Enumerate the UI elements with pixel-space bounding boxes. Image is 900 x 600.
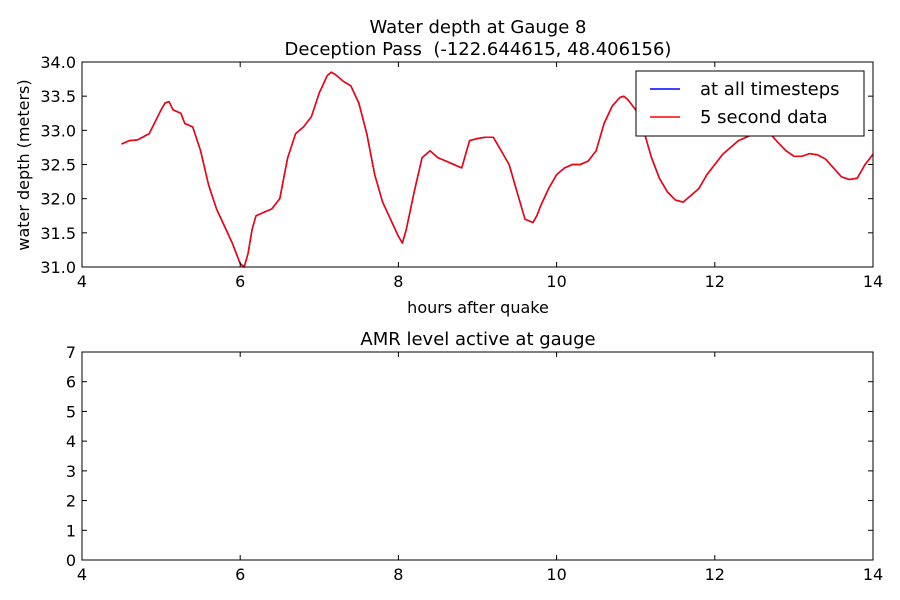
amr-y-tick-label-5: 5 xyxy=(66,402,76,421)
depth-x-tick-label-12: 12 xyxy=(705,272,725,291)
amr-y-tick-label-4: 4 xyxy=(66,432,76,451)
amr-x-tick-label-10: 10 xyxy=(546,565,566,584)
series-line-5-second-data xyxy=(121,71,874,268)
depth-y-tick-label-33-0: 33.0 xyxy=(40,121,76,140)
legend-label-5-second-data: 5 second data xyxy=(700,107,828,128)
depth-series-lines xyxy=(121,71,874,268)
amr-y-ticks: 0 1 2 3 4 5 6 7 xyxy=(66,343,873,570)
chart-title: Water depth at Gauge 8 xyxy=(370,17,587,38)
depth-x-tick-label-4: 4 xyxy=(77,272,87,291)
amr-x-tick-label-8: 8 xyxy=(393,565,403,584)
depth-y-axis-label: water depth (meters) xyxy=(14,79,33,250)
amr-x-tick-label-14: 14 xyxy=(863,565,883,584)
chart-subtitle: Deception Pass (-122.644615, 48.406156) xyxy=(285,39,672,60)
depth-x-axis-label: hours after quake xyxy=(407,298,549,317)
amr-y-tick-label-2: 2 xyxy=(66,492,76,511)
depth-y-tick-label-33-5: 33.5 xyxy=(40,87,76,106)
legend-box xyxy=(635,70,865,137)
amr-x-ticks: 4 6 8 10 12 14 xyxy=(77,352,883,584)
depth-y-tick-label-32-5: 32.5 xyxy=(40,156,76,175)
depth-y-tick-label-34-0: 34.0 xyxy=(40,53,76,72)
depth-x-tick-label-8: 8 xyxy=(393,272,403,291)
amr-chart-title: AMR level active at gauge xyxy=(360,329,595,350)
amr-plot-frame xyxy=(81,351,874,561)
depth-x-tick-label-14: 14 xyxy=(863,272,883,291)
depth-y-tick-label-31-5: 31.5 xyxy=(40,224,76,243)
depth-chart: 4 6 8 10 12 14 31.0 31.5 32.0 32.5 33.0 33.5 34.0 h… xyxy=(14,53,883,317)
depth-x-tick-label-6: 6 xyxy=(235,272,245,291)
amr-y-tick-label-3: 3 xyxy=(66,462,76,481)
amr-y-tick-label-6: 6 xyxy=(66,373,76,392)
depth-x-tick-label-10: 10 xyxy=(546,272,566,291)
amr-x-tick-label-4: 4 xyxy=(77,565,87,584)
legend: at all timesteps 5 second data xyxy=(635,70,865,137)
amr-y-tick-label-0: 0 xyxy=(66,551,76,570)
depth-y-ticks: 31.0 31.5 32.0 32.5 33.0 33.5 34.0 xyxy=(40,53,873,277)
amr-x-tick-label-6: 6 xyxy=(235,565,245,584)
amr-y-tick-label-1: 1 xyxy=(66,521,76,540)
amr-x-tick-label-12: 12 xyxy=(705,565,725,584)
depth-y-tick-label-31-0: 31.0 xyxy=(40,258,76,277)
amr-y-tick-label-7: 7 xyxy=(66,343,76,362)
legend-label-all-timesteps: at all timesteps xyxy=(700,79,840,100)
depth-y-tick-label-32-0: 32.0 xyxy=(40,190,76,209)
depth-x-ticks: 4 6 8 10 12 14 xyxy=(77,62,883,291)
